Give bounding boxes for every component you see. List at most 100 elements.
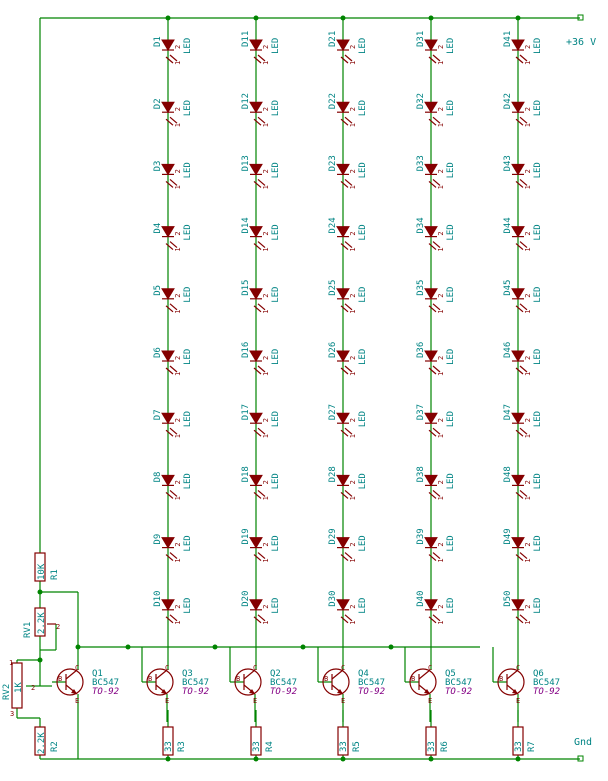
led-pin-number: 2 [349,356,357,360]
led-arrow [340,429,349,437]
junction-dot [428,756,434,762]
led-triangle [249,350,263,362]
led-value: LED [183,535,193,551]
led-diode: D2 2 1 LED [153,98,193,127]
led-pin-number: 2 [349,294,357,298]
gnd-terminal [577,755,584,762]
junction-dot [212,644,218,650]
led-arrow [432,241,441,249]
pin-e: E [75,697,79,705]
led-triangle [161,474,175,487]
led-triangle [336,39,350,51]
resistor-body [162,726,174,756]
vcc-terminal [577,14,584,21]
led-value: LED [183,287,193,303]
led-triangle [511,39,525,51]
led-pin-number: 1 [262,61,270,65]
resistor-ref: R4 [265,741,275,752]
led-pin-number: 2 [262,294,270,298]
led-pin-number: 1 [262,434,270,438]
transistor-collector [65,669,78,680]
led-arrow [340,118,349,126]
led-triangle [161,226,175,238]
resistor-ref: R3 [177,741,187,752]
led-arrow [515,429,524,437]
led-arrow [515,491,524,499]
led-value: LED [533,349,543,365]
led-triangle [424,288,438,300]
transistor-value: BC547 [358,678,385,688]
led-arrow [253,305,262,313]
led-pin-number: 2 [437,605,445,609]
transistor-body [497,668,525,696]
led-pin-number: 2 [349,231,357,235]
led-arrow [165,429,174,437]
led-value: LED [358,287,368,303]
led-pin-number: 2 [174,107,182,111]
led-diode: D26 2 1 LED [328,342,368,376]
led-diode: D38 2 1 LED [416,466,456,500]
led-pin-number: 2 [262,356,270,360]
transistor-package: TO-92 [533,687,560,697]
led-pin-number: 1 [437,372,445,376]
led-ref: D14 [241,217,251,233]
led-triangle [336,474,350,487]
led-triangle [336,537,350,549]
r2: 2.2K R2 [34,726,60,756]
led-diode: D50 2 1 LED [503,591,543,625]
pin-c: C [428,664,432,672]
led-pin-number: 1 [437,123,445,127]
led-value: LED [446,224,456,240]
led-arrow [257,54,266,62]
led-ref: D6 [153,347,163,358]
led-pin-number: 1 [524,434,532,438]
led-diode: D49 2 1 LED [503,528,543,562]
led-triangle [336,599,350,611]
led-triangle [249,39,263,51]
led-diode: D10 2 1 LED [153,591,193,625]
led-ref: D39 [416,528,426,544]
led-arrow [428,491,437,499]
led-value: LED [271,411,281,427]
led-pin-number: 1 [349,185,357,189]
led-arrow [165,180,174,188]
led-triangle [249,226,263,238]
led-arrow [344,552,353,560]
led-ref: D34 [416,217,426,233]
led-value: LED [358,473,368,489]
led-diode: D27 2 1 LED [328,404,368,438]
led-arrow [519,178,528,186]
led-triangle [336,350,350,362]
led-arrow [519,241,528,249]
pin-c: C [165,664,169,672]
led-pin-number: 2 [524,418,532,422]
led-pin-number: 2 [174,480,182,484]
led-arrow [428,243,437,251]
transistor-package: TO-92 [270,687,297,697]
led-arrow [340,367,349,375]
emitter-arrow [424,689,430,694]
junction-dot [300,644,306,650]
led-arrow [432,427,441,435]
led-pin-number: 2 [349,480,357,484]
led-diode: D25 2 1 LED [328,280,368,314]
led-value: LED [358,349,368,365]
led-arrow [340,616,349,624]
led-pin-number: 1 [174,372,182,376]
led-pin-number: 2 [349,107,357,111]
led-ref: D49 [503,528,513,544]
transistor-ref: Q6 [533,669,544,679]
led-arrow [257,178,266,186]
led-pin-number: 1 [437,496,445,500]
led-arrow [340,491,349,499]
rv2-pin: 3 [10,710,14,718]
led-diode: D47 2 1 LED [503,404,543,438]
led-arrow [340,554,349,562]
led-triangle [161,412,175,425]
led-arrow [344,116,353,124]
led-triangle [249,537,263,549]
led-ref: D27 [328,404,338,420]
led-arrow [519,54,528,62]
led-pin-number: 1 [174,434,182,438]
